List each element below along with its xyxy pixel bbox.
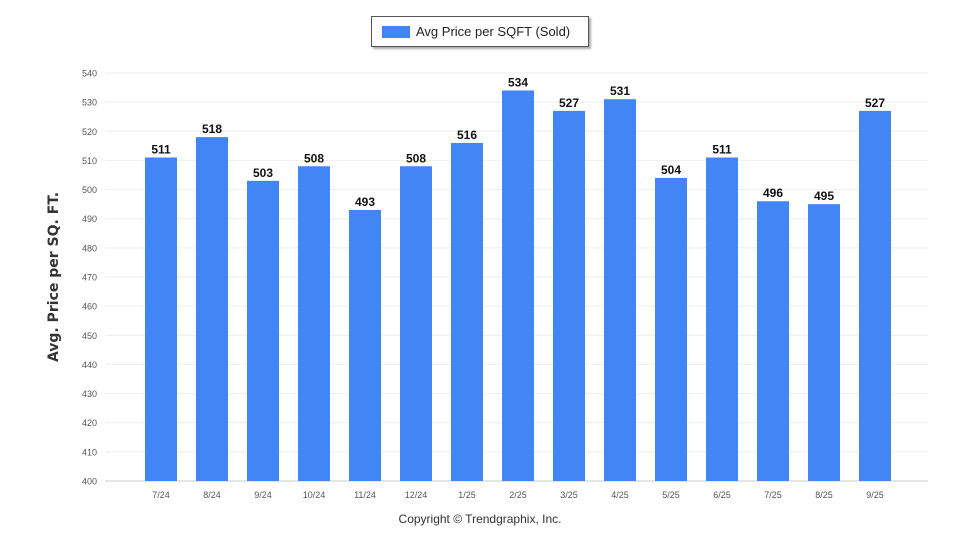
x-tick-label: 4/25 bbox=[611, 490, 629, 500]
x-tick-label: 9/24 bbox=[254, 490, 272, 500]
data-label: 511 bbox=[151, 143, 171, 157]
y-tick-label: 450 bbox=[82, 331, 97, 341]
bar bbox=[451, 142, 483, 481]
data-label: 496 bbox=[763, 186, 783, 200]
y-tick-label: 540 bbox=[82, 69, 97, 79]
y-axis-label: Avg. Price per SQ. FT. bbox=[46, 192, 62, 362]
x-tick-label: 9/25 bbox=[866, 490, 884, 500]
legend-swatch bbox=[382, 25, 410, 38]
x-tick-label: 6/25 bbox=[713, 490, 731, 500]
y-tick-label: 420 bbox=[82, 418, 97, 428]
y-tick-label: 440 bbox=[82, 360, 97, 370]
x-tick-label: 7/25 bbox=[764, 490, 782, 500]
bar bbox=[145, 157, 177, 481]
bar bbox=[757, 201, 789, 481]
bar bbox=[196, 137, 228, 481]
data-label: 518 bbox=[202, 122, 222, 136]
x-tick-label: 10/24 bbox=[303, 490, 326, 500]
bar bbox=[859, 110, 891, 481]
data-label: 508 bbox=[406, 151, 426, 165]
data-label: 508 bbox=[304, 151, 324, 165]
y-tick-label: 400 bbox=[82, 477, 97, 487]
y-tick-label: 430 bbox=[82, 389, 97, 399]
y-tick-label: 460 bbox=[82, 302, 97, 312]
data-label: 527 bbox=[559, 96, 579, 110]
data-label: 493 bbox=[355, 195, 375, 209]
data-label: 503 bbox=[253, 166, 273, 180]
bar bbox=[808, 204, 840, 481]
x-tick-label: 3/25 bbox=[560, 490, 578, 500]
x-tick-label: 5/25 bbox=[662, 490, 680, 500]
bar bbox=[400, 166, 432, 481]
data-label: 531 bbox=[610, 84, 630, 98]
bar bbox=[604, 99, 636, 481]
x-tick-label: 12/24 bbox=[405, 490, 428, 500]
bar bbox=[349, 209, 381, 481]
x-tick-label: 1/25 bbox=[458, 490, 476, 500]
bar bbox=[706, 157, 738, 481]
x-tick-label: 11/24 bbox=[354, 490, 376, 500]
data-label: 504 bbox=[661, 163, 681, 177]
y-tick-label: 520 bbox=[82, 127, 97, 137]
legend-label: Avg Price per SQFT (Sold) bbox=[416, 24, 571, 39]
data-label: 534 bbox=[508, 75, 528, 89]
copyright-text: Copyright © Trendgraphix, Inc. bbox=[398, 512, 562, 526]
x-tick-label: 2/25 bbox=[509, 490, 527, 500]
y-tick-label: 500 bbox=[82, 185, 97, 195]
bar bbox=[553, 110, 585, 481]
data-label: 495 bbox=[814, 189, 834, 203]
y-tick-label: 410 bbox=[82, 447, 97, 457]
y-tick-label: 530 bbox=[82, 98, 97, 108]
x-tick-label: 8/25 bbox=[815, 490, 833, 500]
data-label: 516 bbox=[457, 128, 477, 142]
legend: Avg Price per SQFT (Sold) bbox=[371, 16, 589, 47]
y-tick-label: 490 bbox=[82, 214, 97, 224]
bar bbox=[247, 180, 279, 482]
x-tick-label: 8/24 bbox=[203, 490, 221, 500]
x-tick-label: 7/24 bbox=[152, 490, 170, 500]
y-tick-label: 480 bbox=[82, 243, 97, 253]
bar bbox=[655, 177, 687, 481]
bar bbox=[298, 166, 330, 481]
data-label: 527 bbox=[865, 96, 885, 110]
y-tick-label: 470 bbox=[82, 273, 97, 283]
bar bbox=[502, 90, 534, 481]
y-tick-label: 510 bbox=[82, 156, 97, 166]
data-label: 511 bbox=[712, 143, 732, 157]
